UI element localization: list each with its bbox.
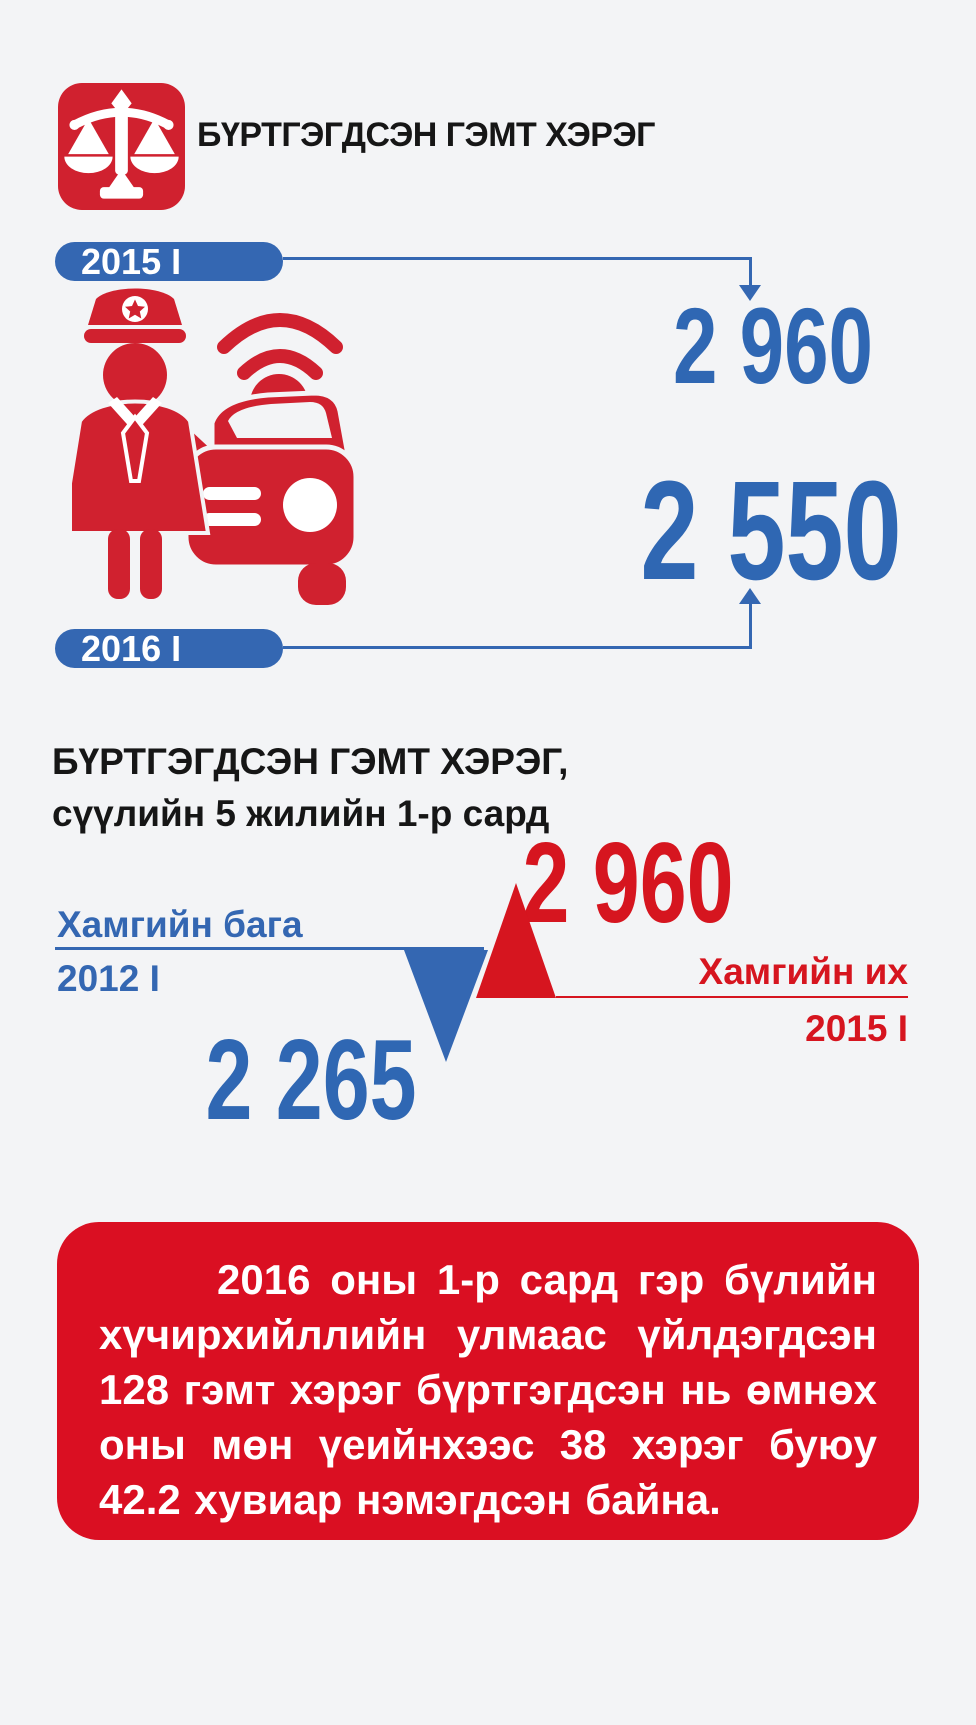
highlight-note-text: 2016 оны 1-р сард гэр бүлийн хүчирхийлли… xyxy=(99,1256,877,1523)
period-pill-2015-label: 2015 I xyxy=(81,241,182,282)
police-officer-car-glyph xyxy=(59,288,359,605)
arrow-down-icon xyxy=(739,285,761,301)
trend-title-line2: сүүлийн 5 жилийн 1-р сард xyxy=(52,793,550,834)
max-label: Хамгийн их xyxy=(698,951,908,992)
connector-2016-line-vertical xyxy=(749,602,752,648)
scales-of-justice-glyph xyxy=(64,89,179,199)
min-baseline xyxy=(55,947,484,950)
value-2015: 2 960 xyxy=(673,285,873,406)
min-triangle-down-icon xyxy=(404,950,488,1062)
period-pill-2016: 2016 I xyxy=(55,629,283,668)
period-pill-2015: 2015 I xyxy=(55,242,283,281)
min-value: 2 265 xyxy=(205,1017,417,1144)
connector-2016-line xyxy=(283,646,752,649)
connector-2015-line-vertical xyxy=(749,257,752,287)
max-period: 2015 I xyxy=(805,1008,908,1049)
value-2016: 2 550 xyxy=(640,451,902,609)
highlight-note-box: 2016 оны 1-р сард гэр бүлийн хүчирхийлли… xyxy=(57,1222,919,1540)
period-pill-2016-label: 2016 I xyxy=(81,628,182,669)
page-title: БҮРТГЭГДСЭН ГЭМТ ХЭРЭГ xyxy=(197,116,655,154)
min-period: 2012 I xyxy=(57,958,160,999)
arrow-up-icon xyxy=(739,588,761,604)
min-label: Хамгийн бага xyxy=(57,904,303,945)
max-value: 2 960 xyxy=(522,820,734,947)
max-baseline xyxy=(556,996,908,998)
scales-of-justice-icon xyxy=(58,83,185,210)
connector-2015-line xyxy=(283,257,752,260)
police-officer-car-icon xyxy=(59,283,372,615)
trend-title-line1: БҮРТГЭГДСЭН ГЭМТ ХЭРЭГ, xyxy=(52,741,569,782)
max-triangle-up-icon xyxy=(476,883,556,998)
